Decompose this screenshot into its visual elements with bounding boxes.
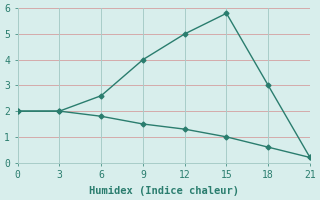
X-axis label: Humidex (Indice chaleur): Humidex (Indice chaleur) [89,186,239,196]
